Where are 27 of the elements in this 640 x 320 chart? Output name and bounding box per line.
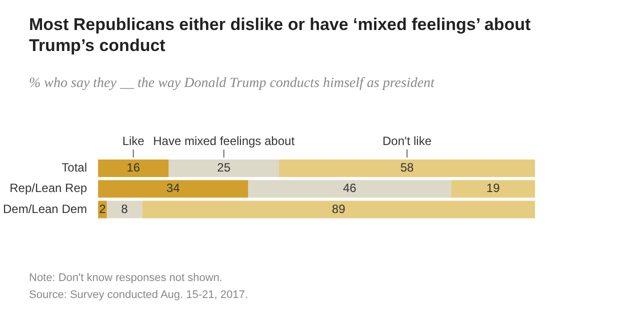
chart-title: Most Republicans either dislike or have ‘mixed feelings’ about Trump’s conduct — [29, 14, 532, 56]
series-label: Like — [122, 134, 145, 148]
y-tick-label: Dem/Lean Dem — [2, 202, 88, 216]
bar — [98, 180, 248, 198]
y-tick-label: Total — [62, 160, 88, 175]
bar — [248, 180, 452, 198]
bar — [279, 160, 535, 178]
bar — [168, 160, 279, 178]
source-note: Source: Survey conducted Aug. 15-21, 2017. — [29, 289, 248, 301]
text: Note: Don't know responses not shown. — [29, 272, 222, 284]
y-tick-label: Rep/Lean Rep — [10, 181, 88, 196]
data-label: 16 — [126, 160, 140, 175]
chart-subtitle: % who say they __ the way Donald Trump conducts himself as president — [29, 76, 434, 92]
bar — [142, 200, 535, 218]
bar — [106, 200, 142, 218]
data-label: 8 — [121, 202, 128, 216]
data-label: 25 — [217, 160, 231, 175]
data-label: 2 — [99, 202, 106, 216]
data-label: 34 — [166, 181, 180, 196]
data-label: 58 — [400, 160, 414, 175]
data-label: 89 — [332, 202, 346, 216]
series-label: Have mixed feelings about — [153, 134, 296, 148]
bar — [98, 160, 169, 178]
bar — [451, 180, 535, 198]
data-label: 19 — [486, 181, 500, 196]
data-label: 46 — [342, 181, 357, 196]
series-label: Don't like — [382, 134, 432, 148]
